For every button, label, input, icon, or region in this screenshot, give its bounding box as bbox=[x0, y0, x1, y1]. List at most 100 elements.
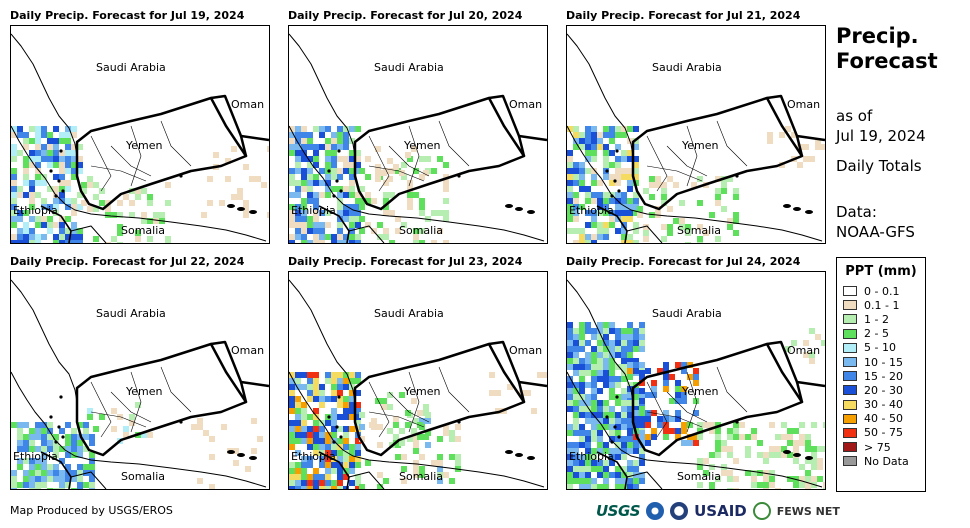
precip-cell bbox=[23, 138, 29, 144]
precip-cell bbox=[661, 182, 667, 188]
precip-cell bbox=[419, 454, 425, 460]
precip-cell bbox=[243, 206, 249, 212]
precip-cell bbox=[591, 192, 597, 198]
precip-cell bbox=[209, 454, 215, 460]
precip-cell bbox=[159, 212, 165, 218]
precip-cell bbox=[355, 234, 361, 240]
precip-cell bbox=[739, 434, 745, 440]
precip-cell bbox=[331, 144, 337, 150]
precip-cell bbox=[437, 466, 443, 472]
precip-cell bbox=[23, 132, 29, 138]
precip-cell bbox=[455, 436, 461, 442]
precip-cell bbox=[621, 418, 627, 424]
precip-cell bbox=[29, 234, 35, 240]
precip-cell bbox=[567, 400, 573, 406]
precip-cell bbox=[249, 176, 255, 182]
precip-cell bbox=[349, 456, 355, 462]
precip-cell bbox=[603, 198, 609, 204]
precip-cell bbox=[603, 358, 609, 364]
precip-cell bbox=[579, 186, 585, 192]
precip-cell bbox=[23, 222, 29, 228]
precip-cell bbox=[591, 460, 597, 466]
country-label-somalia: Somalia bbox=[121, 470, 165, 483]
precip-cell bbox=[343, 204, 349, 210]
precip-cell bbox=[621, 454, 627, 460]
precip-cell bbox=[627, 412, 633, 418]
precip-cell bbox=[365, 460, 371, 466]
oman-border bbox=[766, 94, 825, 142]
precip-cell bbox=[621, 352, 627, 358]
precip-cell bbox=[579, 388, 585, 394]
precip-cell bbox=[573, 210, 579, 216]
precip-cell bbox=[579, 138, 585, 144]
precip-cell bbox=[11, 186, 17, 192]
precip-cell bbox=[343, 210, 349, 216]
precip-cell bbox=[393, 416, 399, 422]
precip-cell bbox=[319, 168, 325, 174]
precip-cell bbox=[633, 448, 639, 454]
precip-cell bbox=[763, 476, 769, 482]
precip-cell bbox=[419, 418, 425, 424]
precip-cell bbox=[359, 198, 365, 204]
precip-cell bbox=[751, 482, 757, 488]
precip-cell bbox=[295, 396, 301, 402]
precip-cell bbox=[23, 482, 29, 488]
precip-cell bbox=[331, 444, 337, 450]
country-label-yemen: Yemen bbox=[125, 385, 163, 398]
precip-cell bbox=[325, 450, 331, 456]
precip-cell bbox=[17, 150, 23, 156]
precip-cell bbox=[17, 132, 23, 138]
precip-cell bbox=[811, 464, 817, 470]
precip-cell bbox=[585, 198, 591, 204]
precip-cell bbox=[387, 428, 393, 434]
precip-cell bbox=[621, 126, 627, 132]
precip-cell bbox=[787, 428, 793, 434]
precip-cell bbox=[597, 352, 603, 358]
precip-cell bbox=[319, 228, 325, 234]
precip-cell bbox=[591, 346, 597, 352]
island bbox=[505, 204, 513, 208]
precip-cell bbox=[715, 236, 721, 242]
precip-cell bbox=[233, 460, 239, 466]
precip-cell bbox=[785, 346, 791, 352]
precip-cell bbox=[77, 192, 83, 198]
precip-cell bbox=[585, 138, 591, 144]
precip-cell bbox=[87, 182, 93, 188]
precip-cell bbox=[787, 440, 793, 446]
precip-cell bbox=[289, 372, 295, 378]
precip-cell bbox=[405, 422, 411, 428]
forecast-map: Saudi Arabia Oman Yemen Ethiopia Somalia bbox=[10, 271, 270, 490]
precip-cell bbox=[443, 472, 449, 478]
precip-cell bbox=[135, 188, 141, 194]
precip-cell bbox=[597, 364, 603, 370]
precip-cell bbox=[301, 480, 307, 486]
precip-cell bbox=[609, 454, 615, 460]
precip-cell bbox=[289, 408, 295, 414]
precip-cell bbox=[343, 396, 349, 402]
precip-cell bbox=[377, 442, 383, 448]
precip-cell bbox=[295, 180, 301, 186]
precip-cell bbox=[325, 456, 331, 462]
precip-cell bbox=[639, 478, 645, 484]
precip-cell bbox=[591, 180, 597, 186]
precip-cell bbox=[817, 464, 823, 470]
precip-cell bbox=[295, 474, 301, 480]
precip-cell bbox=[443, 210, 449, 216]
precip-cell bbox=[209, 484, 215, 489]
precip-cell bbox=[597, 484, 603, 489]
country-label-ethiopia: Ethiopia bbox=[13, 204, 58, 217]
precip-cell bbox=[331, 432, 337, 438]
precip-cell bbox=[709, 482, 715, 488]
precip-cell bbox=[615, 346, 621, 352]
precip-cell bbox=[633, 198, 639, 204]
precip-cell bbox=[815, 138, 821, 144]
precip-cell bbox=[81, 200, 87, 206]
precip-cell bbox=[537, 372, 543, 378]
precip-cell bbox=[585, 412, 591, 418]
precip-cell bbox=[301, 210, 307, 216]
precip-cell bbox=[331, 156, 337, 162]
country-label-oman: Oman bbox=[231, 98, 264, 111]
precip-cell bbox=[343, 408, 349, 414]
precip-cell bbox=[449, 454, 455, 460]
